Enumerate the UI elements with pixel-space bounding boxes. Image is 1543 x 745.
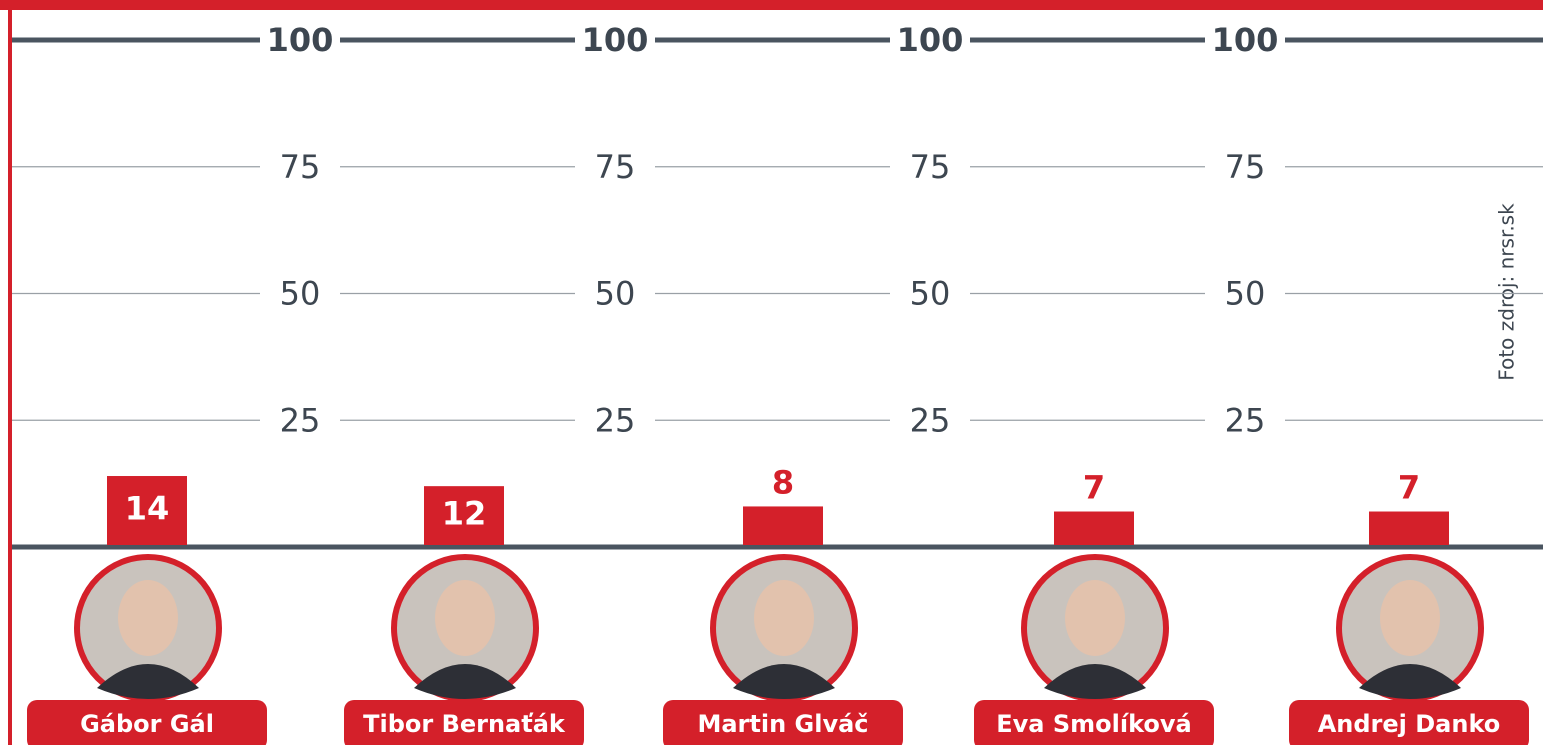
chart: Foto zdroj: nrsr.sk 25 25 25 25 50 50 50 50 75 75… (0, 0, 1543, 745)
top-border (0, 0, 1543, 10)
category-label: Andrej Danko (1318, 710, 1501, 738)
portrait-face (754, 580, 814, 656)
value-label: 12 (442, 495, 487, 533)
y-tick-label: 75 (1225, 148, 1266, 186)
category-label: Tibor Bernaťák (363, 710, 566, 738)
bar (1054, 512, 1134, 545)
value-label: 8 (772, 463, 794, 501)
bar (743, 506, 823, 545)
category-label: Eva Smolíková (996, 710, 1191, 738)
category-label: Gábor Gál (80, 710, 214, 738)
photo-credit: Foto zdroj: nrsr.sk (1495, 203, 1519, 381)
y-tick-label: 75 (595, 148, 636, 186)
y-tick-label: 25 (595, 401, 636, 439)
portrait-face (118, 580, 178, 656)
y-tick-label: 25 (1225, 401, 1266, 439)
bar (1369, 512, 1449, 545)
y-tick-label: 50 (910, 275, 951, 313)
y-tick-label: 100 (267, 21, 334, 59)
portrait-face (1065, 580, 1125, 656)
y-tick-label: 25 (280, 401, 321, 439)
y-tick-label: 50 (595, 275, 636, 313)
y-tick-label: 100 (582, 21, 649, 59)
y-tick-label: 100 (1212, 21, 1279, 59)
y-tick-label: 75 (280, 148, 321, 186)
value-label: 14 (125, 490, 170, 528)
y-tick-label: 50 (280, 275, 321, 313)
y-tick-label: 75 (910, 148, 951, 186)
y-tick-label: 50 (1225, 275, 1266, 313)
left-border (8, 0, 12, 745)
portrait-face (1380, 580, 1440, 656)
value-label: 7 (1083, 469, 1105, 507)
y-tick-label: 25 (910, 401, 951, 439)
category-label: Martin Glváč (697, 710, 868, 738)
y-tick-label: 100 (897, 21, 964, 59)
value-label: 7 (1398, 469, 1420, 507)
portrait-face (435, 580, 495, 656)
